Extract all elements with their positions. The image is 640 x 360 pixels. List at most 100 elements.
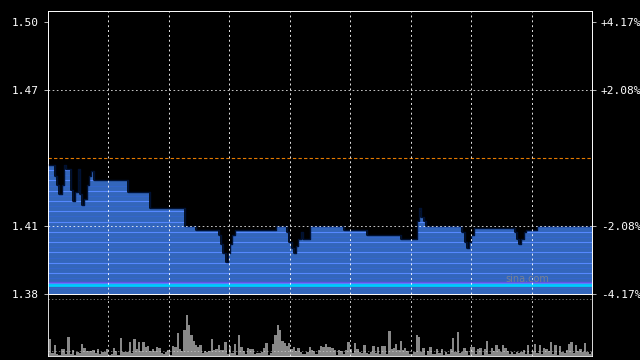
Bar (133, 338, 136, 356)
Bar (343, 354, 345, 356)
Bar (390, 350, 393, 356)
Bar (83, 348, 86, 356)
Bar (261, 352, 263, 356)
Bar (409, 354, 411, 356)
Bar (527, 345, 529, 356)
Bar (225, 342, 227, 356)
Bar (138, 342, 140, 356)
Bar (231, 353, 234, 356)
Bar (327, 347, 329, 356)
Bar (554, 345, 557, 356)
Bar (190, 336, 193, 356)
Bar (529, 354, 532, 356)
Bar (188, 325, 190, 356)
Bar (74, 355, 76, 356)
Bar (333, 350, 336, 356)
Bar (288, 343, 291, 356)
Bar (425, 355, 427, 356)
Bar (266, 343, 268, 356)
Bar (577, 351, 579, 356)
Bar (586, 352, 589, 356)
Bar (589, 355, 591, 356)
Bar (422, 348, 425, 356)
Bar (152, 349, 154, 356)
Bar (124, 352, 127, 356)
Bar (482, 355, 484, 356)
Bar (434, 354, 436, 356)
Bar (256, 353, 259, 356)
Bar (348, 342, 349, 356)
Bar (456, 332, 459, 356)
Bar (516, 352, 518, 356)
Bar (559, 346, 561, 356)
Bar (579, 350, 582, 356)
Bar (170, 355, 172, 356)
Bar (377, 347, 379, 356)
Bar (76, 352, 79, 356)
Bar (307, 352, 308, 356)
Bar (220, 350, 222, 356)
Bar (252, 349, 254, 356)
Bar (308, 347, 311, 356)
Bar (127, 352, 129, 356)
Bar (106, 349, 108, 356)
Bar (90, 351, 92, 356)
Bar (497, 350, 500, 356)
Bar (472, 347, 475, 356)
Bar (295, 351, 297, 356)
Bar (323, 347, 324, 356)
Bar (513, 354, 516, 356)
Bar (131, 354, 133, 356)
Bar (354, 343, 356, 356)
Bar (81, 344, 83, 356)
Bar (532, 351, 534, 356)
Bar (136, 348, 138, 356)
Bar (56, 354, 58, 356)
Bar (197, 347, 200, 356)
Bar (67, 337, 70, 356)
Bar (102, 352, 104, 356)
Bar (470, 347, 472, 356)
Bar (388, 331, 390, 356)
Bar (324, 344, 327, 356)
Bar (122, 352, 124, 356)
Bar (70, 354, 72, 356)
Bar (174, 347, 177, 356)
Bar (582, 352, 584, 356)
Bar (275, 336, 276, 356)
Bar (51, 353, 54, 356)
Bar (461, 352, 463, 356)
Bar (292, 347, 295, 356)
Bar (548, 351, 550, 356)
Bar (154, 351, 156, 356)
Bar (270, 353, 272, 356)
Bar (284, 343, 286, 356)
Bar (263, 348, 266, 356)
Bar (340, 351, 343, 356)
Bar (302, 355, 304, 356)
Bar (575, 345, 577, 356)
Bar (195, 345, 197, 356)
Bar (452, 338, 454, 356)
Bar (368, 354, 370, 356)
Bar (300, 352, 302, 356)
Bar (115, 351, 117, 356)
Bar (488, 354, 491, 356)
Bar (404, 348, 406, 356)
Bar (317, 350, 320, 356)
Bar (179, 349, 181, 356)
Bar (338, 350, 340, 356)
Bar (393, 348, 395, 356)
Bar (247, 348, 250, 356)
Bar (193, 341, 195, 356)
Bar (509, 354, 511, 356)
Bar (320, 346, 323, 356)
Bar (243, 351, 245, 356)
Bar (99, 354, 102, 356)
Bar (440, 348, 443, 356)
Bar (129, 342, 131, 356)
Bar (413, 352, 415, 356)
Bar (415, 336, 418, 356)
Bar (511, 352, 513, 356)
Bar (95, 353, 97, 356)
